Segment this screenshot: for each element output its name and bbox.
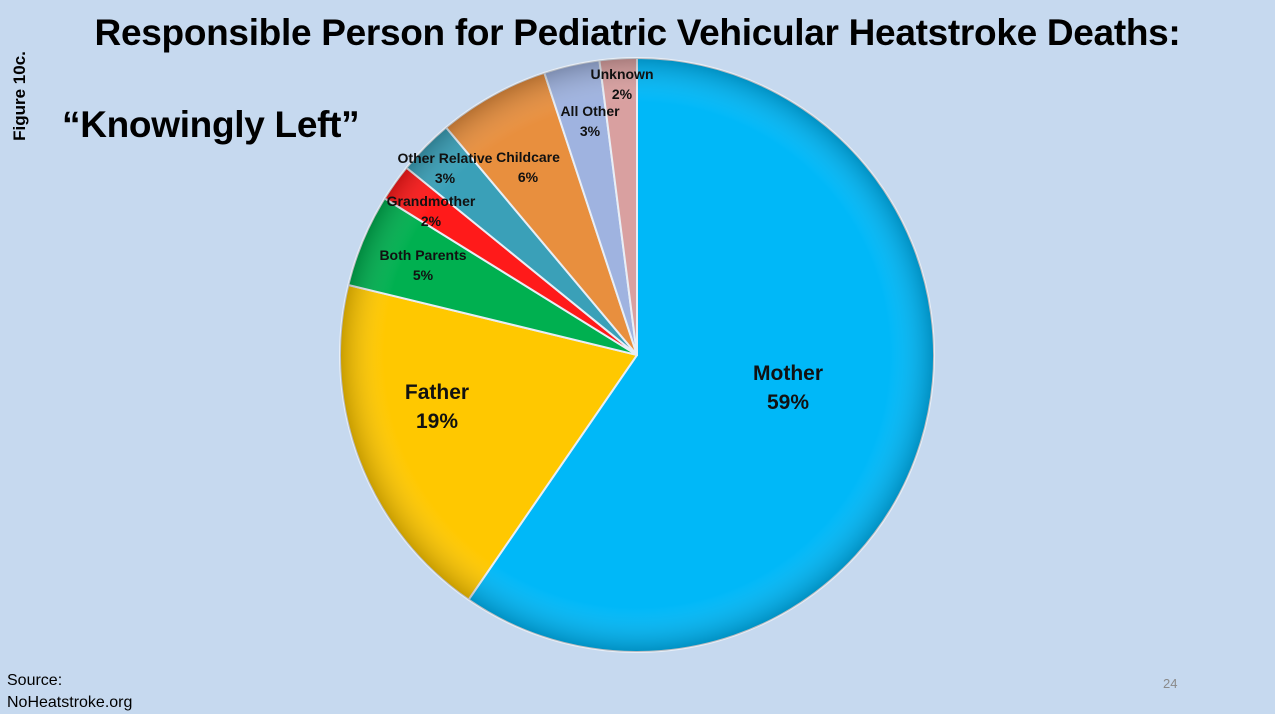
source-note: Source: NoHeatstroke.org [7,670,132,714]
chart-subtitle: “Knowingly Left” [62,104,360,145]
page-number: 24 [1163,676,1178,691]
source-label: Source: [7,672,63,689]
slice-label-all-other: All Other 3% [560,103,620,139]
slice-label-father: Father 19% [405,381,469,433]
slice-label-other-relative: Other Relative 3% [398,150,493,186]
source-name: NoHeatstroke.org [7,694,133,711]
slice-label-both-parents: Both Parents 5% [379,247,466,283]
slice-label-unknown: Unknown 2% [591,66,654,102]
chart-title: Responsible Person for Pediatric Vehicul… [94,12,1181,53]
slice-label-grandmother: Grandmother 2% [387,193,476,229]
slice-label-mother: Mother 59% [753,362,823,414]
slice-label-childcare: Childcare 6% [496,149,560,185]
